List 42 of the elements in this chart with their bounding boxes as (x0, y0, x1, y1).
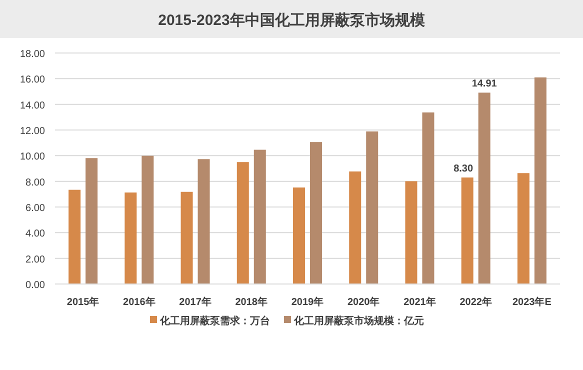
x-tick-label: 2020年 (347, 296, 380, 308)
bar (310, 142, 322, 284)
x-tick-label: 2022年 (460, 296, 492, 308)
legend-label: 化工用屏蔽泵市场规模：亿元 (293, 315, 424, 327)
bar (517, 173, 530, 284)
y-tick-label: 8.00 (26, 177, 46, 188)
y-tick-label: 18.00 (20, 49, 46, 60)
x-tick-label: 2017年 (179, 296, 212, 308)
bar (422, 112, 434, 284)
bar (142, 156, 154, 284)
bar (86, 158, 98, 284)
x-tick-label: 2023年E (512, 296, 552, 308)
bar (478, 92, 490, 284)
bar (293, 187, 305, 284)
y-tick-label: 12.00 (20, 126, 46, 137)
bar (366, 131, 378, 284)
y-tick-label: 14.00 (20, 100, 46, 112)
bar (236, 162, 249, 284)
bar (124, 192, 137, 284)
legend-label: 化工用屏蔽泵需求：万台 (159, 315, 270, 327)
data-label: 8.30 (454, 163, 474, 174)
x-tick-label: 2021年 (404, 296, 436, 308)
x-tick-label: 2015年 (66, 296, 100, 308)
bar (180, 192, 193, 284)
y-tick-label: 0.00 (26, 280, 46, 291)
x-tick-label: 2016年 (123, 296, 156, 308)
y-tick-label: 4.00 (26, 228, 46, 240)
bar (405, 181, 418, 284)
bar (534, 77, 546, 284)
y-tick-label: 16.00 (20, 74, 46, 86)
bar (349, 171, 362, 284)
y-tick-label: 10.00 (20, 152, 46, 163)
y-tick-label: 2.00 (26, 254, 46, 266)
chart-title: 2015-2023年中国化工用屏蔽泵市场规模 (158, 11, 426, 29)
x-tick-label: 2018年 (235, 296, 268, 308)
y-tick-label: 6.00 (26, 203, 46, 214)
bar (68, 190, 81, 284)
x-tick-label: 2019年 (291, 296, 324, 308)
bar (198, 159, 210, 284)
data-label: 14.91 (472, 78, 498, 90)
bar (254, 150, 266, 284)
bar (461, 177, 474, 284)
